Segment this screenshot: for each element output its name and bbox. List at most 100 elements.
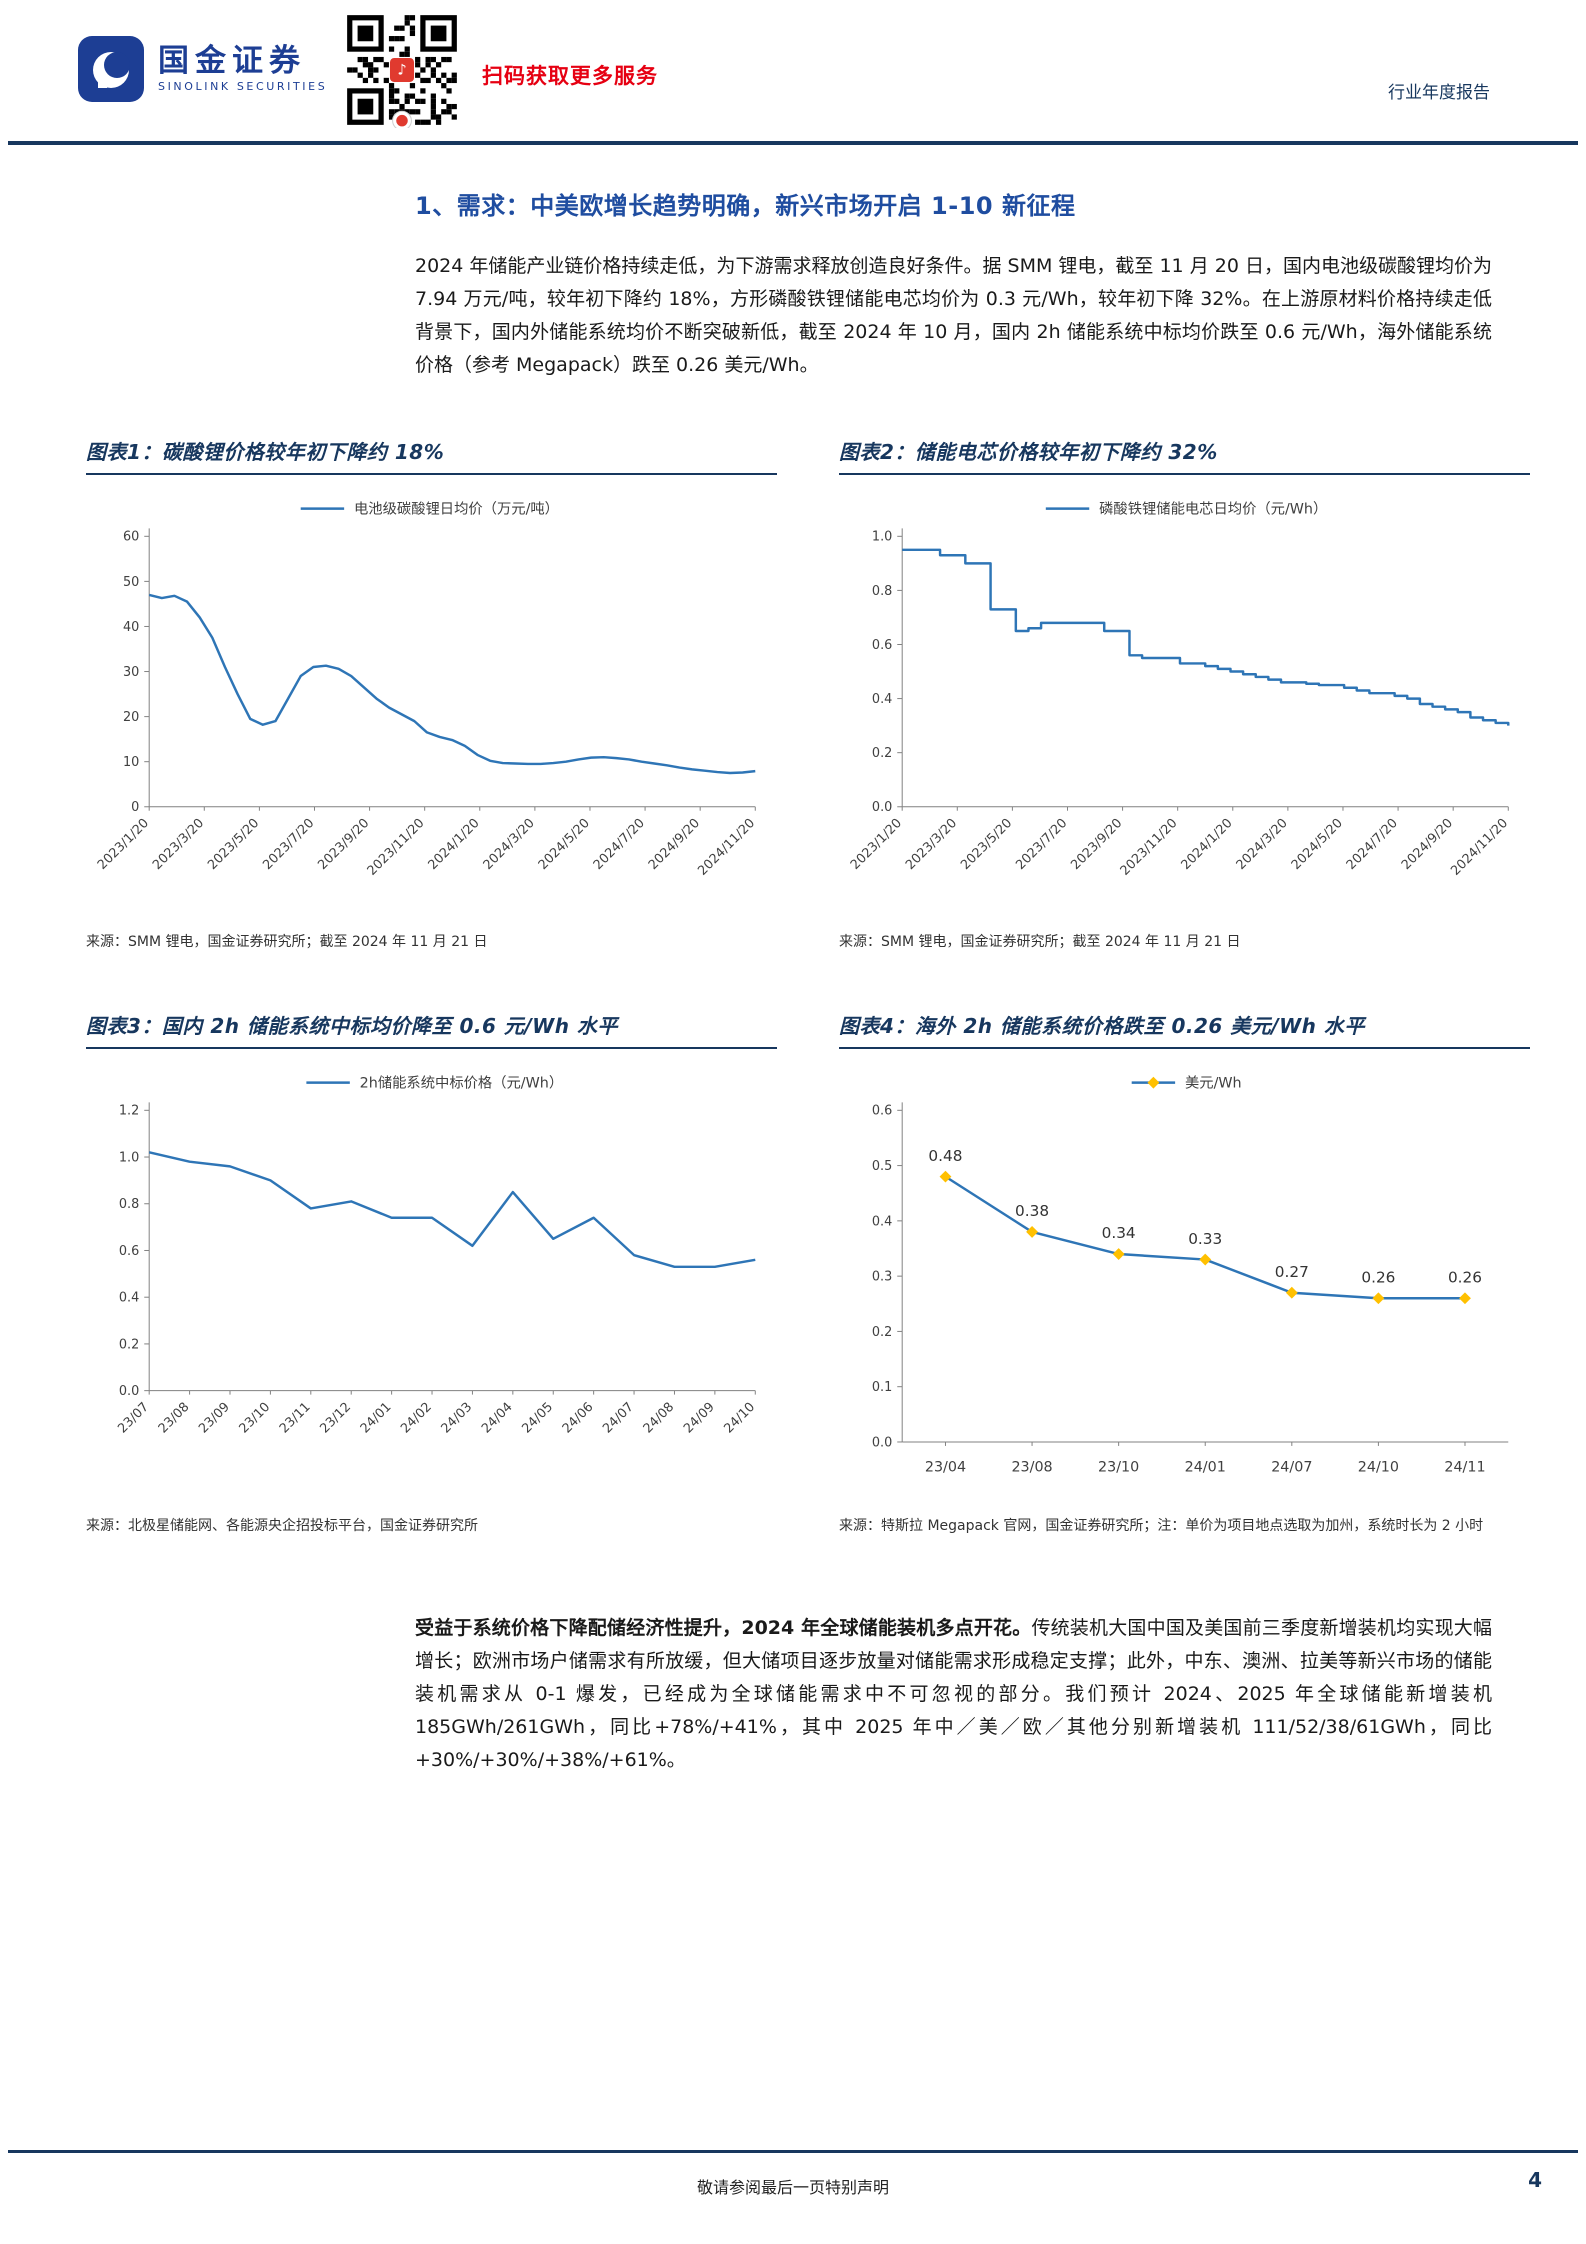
svg-text:1.0: 1.0	[119, 1150, 139, 1165]
svg-text:24/09: 24/09	[681, 1400, 718, 1437]
svg-text:2023/5/20: 2023/5/20	[205, 816, 262, 873]
svg-text:2024/9/20: 2024/9/20	[646, 816, 703, 873]
svg-text:24/07: 24/07	[600, 1400, 637, 1437]
chart-title-1: 图表1：碳酸锂价格较年初下降约 18%	[86, 436, 777, 475]
svg-text:2024/7/20: 2024/7/20	[1344, 816, 1401, 873]
chart-block-1: 图表1：碳酸锂价格较年初下降约 18% 0 10 20 30 40 50 60 2023/1/…	[86, 436, 777, 954]
svg-text:1.2: 1.2	[119, 1104, 139, 1119]
svg-text:23/09: 23/09	[196, 1400, 233, 1437]
svg-text:2024/11/20: 2024/11/20	[1448, 816, 1511, 879]
svg-text:24/06: 24/06	[560, 1400, 597, 1437]
svg-text:2023/5/20: 2023/5/20	[958, 816, 1015, 873]
svg-text:♪: ♪	[397, 62, 406, 79]
svg-text:24/04: 24/04	[479, 1400, 516, 1437]
svg-text:0.2: 0.2	[119, 1337, 139, 1352]
chart-source-1: 来源：SMM 锂电，国金证券研究所；截至 2024 年 11 月 21 日	[86, 934, 488, 951]
svg-text:24/05: 24/05	[519, 1400, 556, 1437]
svg-text:23/08: 23/08	[156, 1400, 193, 1437]
svg-text:20: 20	[123, 710, 139, 725]
svg-text:1.0: 1.0	[872, 530, 892, 545]
svg-text:24/10: 24/10	[721, 1400, 758, 1437]
qr-code-icon: ♪	[344, 12, 460, 131]
svg-text:0.4: 0.4	[872, 1214, 892, 1229]
svg-text:10: 10	[123, 755, 139, 770]
svg-text:0.48: 0.48	[928, 1147, 962, 1165]
svg-text:40: 40	[123, 620, 139, 635]
chart-title-2: 图表2：储能电芯价格较年初下降约 32%	[839, 436, 1530, 475]
svg-text:磷酸铁锂储能电芯日均价（元/Wh）: 磷酸铁锂储能电芯日均价（元/Wh）	[1099, 501, 1327, 518]
svg-text:2023/11/20: 2023/11/20	[1118, 816, 1181, 879]
svg-text:2023/9/20: 2023/9/20	[315, 816, 372, 873]
svg-text:2023/1/20: 2023/1/20	[95, 816, 152, 873]
brand-name-en: SINOLINK SECURITIES	[158, 80, 328, 93]
svg-text:24/02: 24/02	[398, 1400, 435, 1437]
svg-text:2h储能系统中标价格（元/Wh）: 2h储能系统中标价格（元/Wh）	[360, 1075, 563, 1092]
lithium-carbonate-price-chart: 0 10 20 30 40 50 60 2023/1/202023/3/202023/5/20…	[95, 501, 758, 879]
svg-text:2023/9/20: 2023/9/20	[1068, 816, 1125, 873]
sinolink-logo: 国金证券 SINOLINK SECURITIES	[78, 36, 327, 102]
svg-text:0.6: 0.6	[872, 1104, 892, 1119]
svg-text:0.6: 0.6	[119, 1244, 139, 1259]
svg-text:2024/3/20: 2024/3/20	[481, 816, 538, 873]
svg-text:0.2: 0.2	[872, 1325, 892, 1340]
svg-text:2024/5/20: 2024/5/20	[1289, 816, 1346, 873]
charts-row-2: 图表3：国内 2h 储能系统中标均价降至 0.6 元/Wh 水平 0.0 0.2 0…	[86, 1010, 1530, 1538]
svg-text:24/11: 24/11	[1444, 1460, 1485, 1476]
svg-text:0.8: 0.8	[119, 1197, 139, 1212]
svg-text:30: 30	[123, 665, 139, 680]
svg-text:2024/1/20: 2024/1/20	[425, 816, 482, 873]
svg-text:2024/11/20: 2024/11/20	[695, 816, 758, 879]
svg-text:0.1: 0.1	[872, 1380, 892, 1395]
qr-code: ♪	[344, 12, 460, 132]
svg-text:50: 50	[123, 575, 139, 590]
svg-text:0.34: 0.34	[1102, 1224, 1136, 1242]
svg-text:0.4: 0.4	[872, 692, 892, 707]
footer-disclaimer: 敬请参阅最后一页特别声明	[696, 2178, 889, 2197]
svg-text:2024/3/20: 2024/3/20	[1234, 816, 1291, 873]
svg-text:0.5: 0.5	[872, 1159, 892, 1174]
chart-source-2: 来源：SMM 锂电，国金证券研究所；截至 2024 年 11 月 21 日	[839, 934, 1241, 951]
svg-text:0.8: 0.8	[872, 584, 892, 599]
svg-text:0: 0	[131, 800, 139, 815]
svg-text:0.26: 0.26	[1448, 1268, 1482, 1286]
svg-text:2023/11/20: 2023/11/20	[365, 816, 428, 879]
svg-text:23/10: 23/10	[236, 1400, 273, 1437]
overseas-system-price-chart: 0.0 0.1 0.2 0.3 0.4 0.5 0.6 23/04 23/08 23/10 24/0…	[872, 1075, 1509, 1476]
svg-text:23/10: 23/10	[1098, 1460, 1139, 1476]
svg-text:24/03: 24/03	[439, 1400, 476, 1437]
charts-row-1: 图表1：碳酸锂价格较年初下降约 18% 0 10 20 30 40 50 60 2023/1/…	[86, 436, 1530, 954]
svg-text:23/08: 23/08	[1011, 1460, 1052, 1476]
svg-text:23/12: 23/12	[317, 1400, 354, 1437]
svg-text:2023/3/20: 2023/3/20	[903, 816, 960, 873]
paragraph-rest: 传统装机大国中国及美国前三季度新增装机均实现大幅增长；欧洲市场户储需求有所放缓，…	[415, 1617, 1492, 1772]
chart-block-2: 图表2：储能电芯价格较年初下降约 32% 0.0 0.2 0.4 0.6 0.8 1.0 2…	[839, 436, 1530, 954]
svg-text:2023/7/20: 2023/7/20	[260, 816, 317, 873]
chart-source-4: 来源：特斯拉 Megapack 官网，国金证券研究所；注：单价为项目地点选取为加…	[839, 1518, 1484, 1535]
chart-block-4: 图表4：海外 2h 储能系统价格跌至 0.26 美元/Wh 水平 0.0 0.1 0…	[839, 1010, 1530, 1538]
svg-text:2024/5/20: 2024/5/20	[536, 816, 593, 873]
svg-text:0.6: 0.6	[872, 638, 892, 653]
svg-text:0.4: 0.4	[119, 1291, 139, 1306]
qr-caption: 扫码获取更多服务	[482, 64, 658, 88]
body-paragraph-2: 受益于系统价格下降配储经济性提升，2024 年全球储能装机多点开花。传统装机大国…	[415, 1612, 1492, 1777]
brand-name: 国金证券	[158, 43, 306, 79]
chart-title-4: 图表4：海外 2h 储能系统价格跌至 0.26 美元/Wh 水平	[839, 1010, 1530, 1049]
svg-text:2023/1/20: 2023/1/20	[848, 816, 905, 873]
svg-text:美元/Wh: 美元/Wh	[1185, 1075, 1242, 1092]
svg-text:0.0: 0.0	[872, 800, 892, 815]
section-heading: 1、需求：中美欧增长趋势明确，新兴市场开启 1-10 新征程	[415, 192, 1076, 220]
header-divider	[8, 141, 1578, 145]
svg-text:23/07: 23/07	[115, 1400, 152, 1437]
footer-divider	[8, 2150, 1578, 2153]
svg-text:24/08: 24/08	[641, 1400, 678, 1437]
report-type-label: 行业年度报告	[1388, 83, 1490, 103]
storage-cell-price-chart: 0.00.20.40.60.81.02023/1/202023/3/202023…	[848, 501, 1511, 879]
svg-text:2024/7/20: 2024/7/20	[591, 816, 648, 873]
svg-text:2023/3/20: 2023/3/20	[150, 816, 207, 873]
chart-source-3: 来源：北极星储能网、各能源央企招投标平台，国金证券研究所	[86, 1518, 478, 1535]
svg-text:24/01: 24/01	[1185, 1460, 1226, 1476]
svg-text:24/07: 24/07	[1271, 1460, 1312, 1476]
body-paragraph-1: 2024 年储能产业链价格持续走低，为下游需求释放创造良好条件。据 SMM 锂电…	[415, 255, 1492, 377]
svg-text:23/04: 23/04	[925, 1460, 966, 1476]
svg-text:0.2: 0.2	[872, 746, 892, 761]
